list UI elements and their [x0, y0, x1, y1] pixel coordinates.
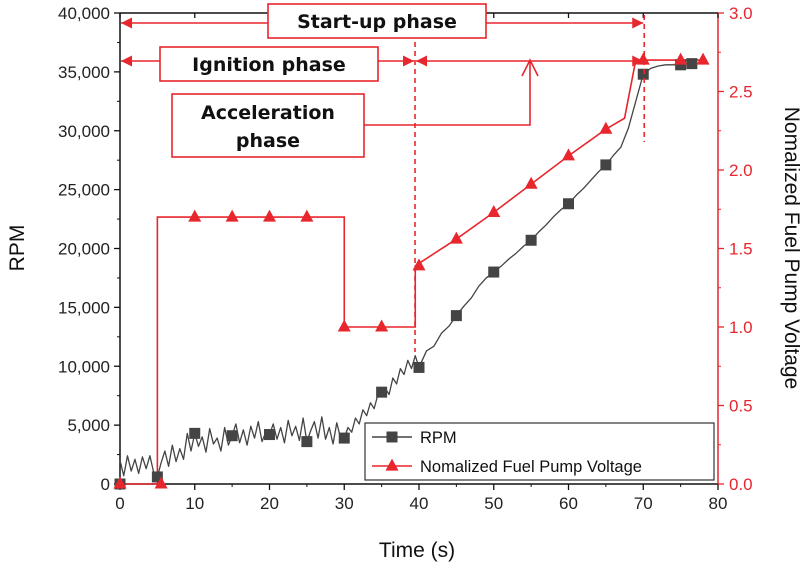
legend-fuel-marker — [385, 458, 399, 471]
rpm-marker — [675, 59, 687, 71]
y-tick-label: 30,000 — [58, 122, 110, 141]
x-tick-label: 60 — [559, 494, 578, 513]
startup-arrow-head-left — [121, 17, 132, 29]
rpm-marker — [525, 234, 537, 246]
legend: RPM Nomalized Fuel Pump Voltage — [364, 422, 715, 481]
x-tick-label: 20 — [260, 494, 279, 513]
y-tick-label: 0 — [101, 475, 110, 494]
acceleration-label-box — [171, 93, 365, 158]
rpm-marker — [563, 198, 574, 210]
fuel-marker — [113, 476, 127, 489]
x-tick-label: 40 — [410, 494, 429, 513]
x-tick-label: 70 — [634, 494, 653, 513]
acceleration-connector-head — [521, 58, 539, 77]
ignition-arrow-head-right — [403, 55, 414, 67]
rpm-marker — [413, 361, 425, 373]
rpm-marker — [189, 427, 201, 439]
legend-rpm-marker — [386, 431, 398, 443]
acceleration-label-line2: phase — [236, 130, 300, 152]
acceleration-arrow-head-right — [632, 55, 644, 67]
fuel-marker — [375, 319, 389, 332]
y-tick-label: 15,000 — [58, 298, 110, 317]
fuel-marker — [300, 209, 314, 222]
fuel-marker — [487, 204, 501, 217]
rpm-marker — [600, 159, 612, 171]
rpm-marker — [301, 436, 313, 448]
y2-tick-label: 3.0 — [729, 4, 753, 23]
x-tick-label: 10 — [185, 494, 204, 513]
fuel-marker — [599, 121, 613, 134]
x-tick-label: 0 — [115, 494, 124, 513]
rpm-marker — [338, 432, 350, 444]
fuel-marker — [562, 148, 575, 161]
x-tick-label: 80 — [709, 494, 728, 513]
fuel-marker — [225, 209, 239, 222]
fuel-marker — [696, 52, 710, 65]
y-tick-label: 35,000 — [58, 63, 110, 82]
y-tick-label: 40,000 — [58, 4, 110, 23]
fuel-marker — [154, 476, 168, 489]
startup-label-box — [267, 3, 487, 39]
x-tick-label: 50 — [484, 494, 503, 513]
y-tick-label: 25,000 — [58, 181, 110, 200]
fuel-marker — [524, 176, 538, 189]
fuel-marker — [337, 319, 351, 332]
rpm-marker — [151, 471, 163, 483]
fuel-marker — [263, 209, 276, 222]
legend-rpm-label: RPM — [420, 429, 457, 447]
fuel-marker — [449, 231, 463, 244]
ignition-arrow-head-left — [121, 55, 132, 67]
fuel-marker — [674, 52, 688, 65]
acceleration-label-line1: Acceleration — [201, 102, 335, 124]
acceleration-connector — [364, 62, 531, 126]
rpm-marker — [686, 58, 698, 70]
rpm-marker — [376, 386, 388, 398]
rpm-line — [119, 62, 692, 478]
ignition-label-box — [159, 46, 379, 82]
x-axis-title: Time (s) — [379, 539, 455, 562]
rpm-marker — [488, 266, 500, 278]
acceleration-arrow-head-left — [416, 55, 427, 67]
legend-box — [364, 422, 715, 481]
ignition-label: Ignition phase — [192, 54, 346, 76]
y2-tick-label: 1.5 — [729, 240, 753, 259]
rpm-marker — [450, 310, 462, 322]
y2-tick-label: 1.0 — [729, 318, 753, 337]
startup-label: Start-up phase — [297, 11, 457, 33]
startup-arrow-head-right — [632, 17, 644, 29]
y2-tick-label: 2.0 — [729, 161, 753, 180]
x-tick-label: 30 — [335, 494, 354, 513]
legend-fuel-label: Nomalized Fuel Pump Voltage — [420, 458, 642, 476]
y2-tick-label: 2.5 — [729, 83, 753, 102]
rpm-marker — [226, 430, 238, 442]
rpm-marker — [264, 429, 275, 441]
fuel-marker — [188, 209, 202, 222]
y2-tick-label: 0.0 — [729, 475, 753, 494]
y-tick-label: 20,000 — [58, 240, 110, 259]
y-tick-label: 5,000 — [67, 416, 110, 435]
y-tick-label: 10,000 — [58, 357, 110, 376]
y-axis-title: RPM — [6, 225, 29, 272]
y2-tick-label: 0.5 — [729, 397, 753, 416]
y2-axis-title: Nomalized Fuel Pump Voltage — [780, 107, 800, 390]
rpm-marker — [637, 68, 649, 80]
